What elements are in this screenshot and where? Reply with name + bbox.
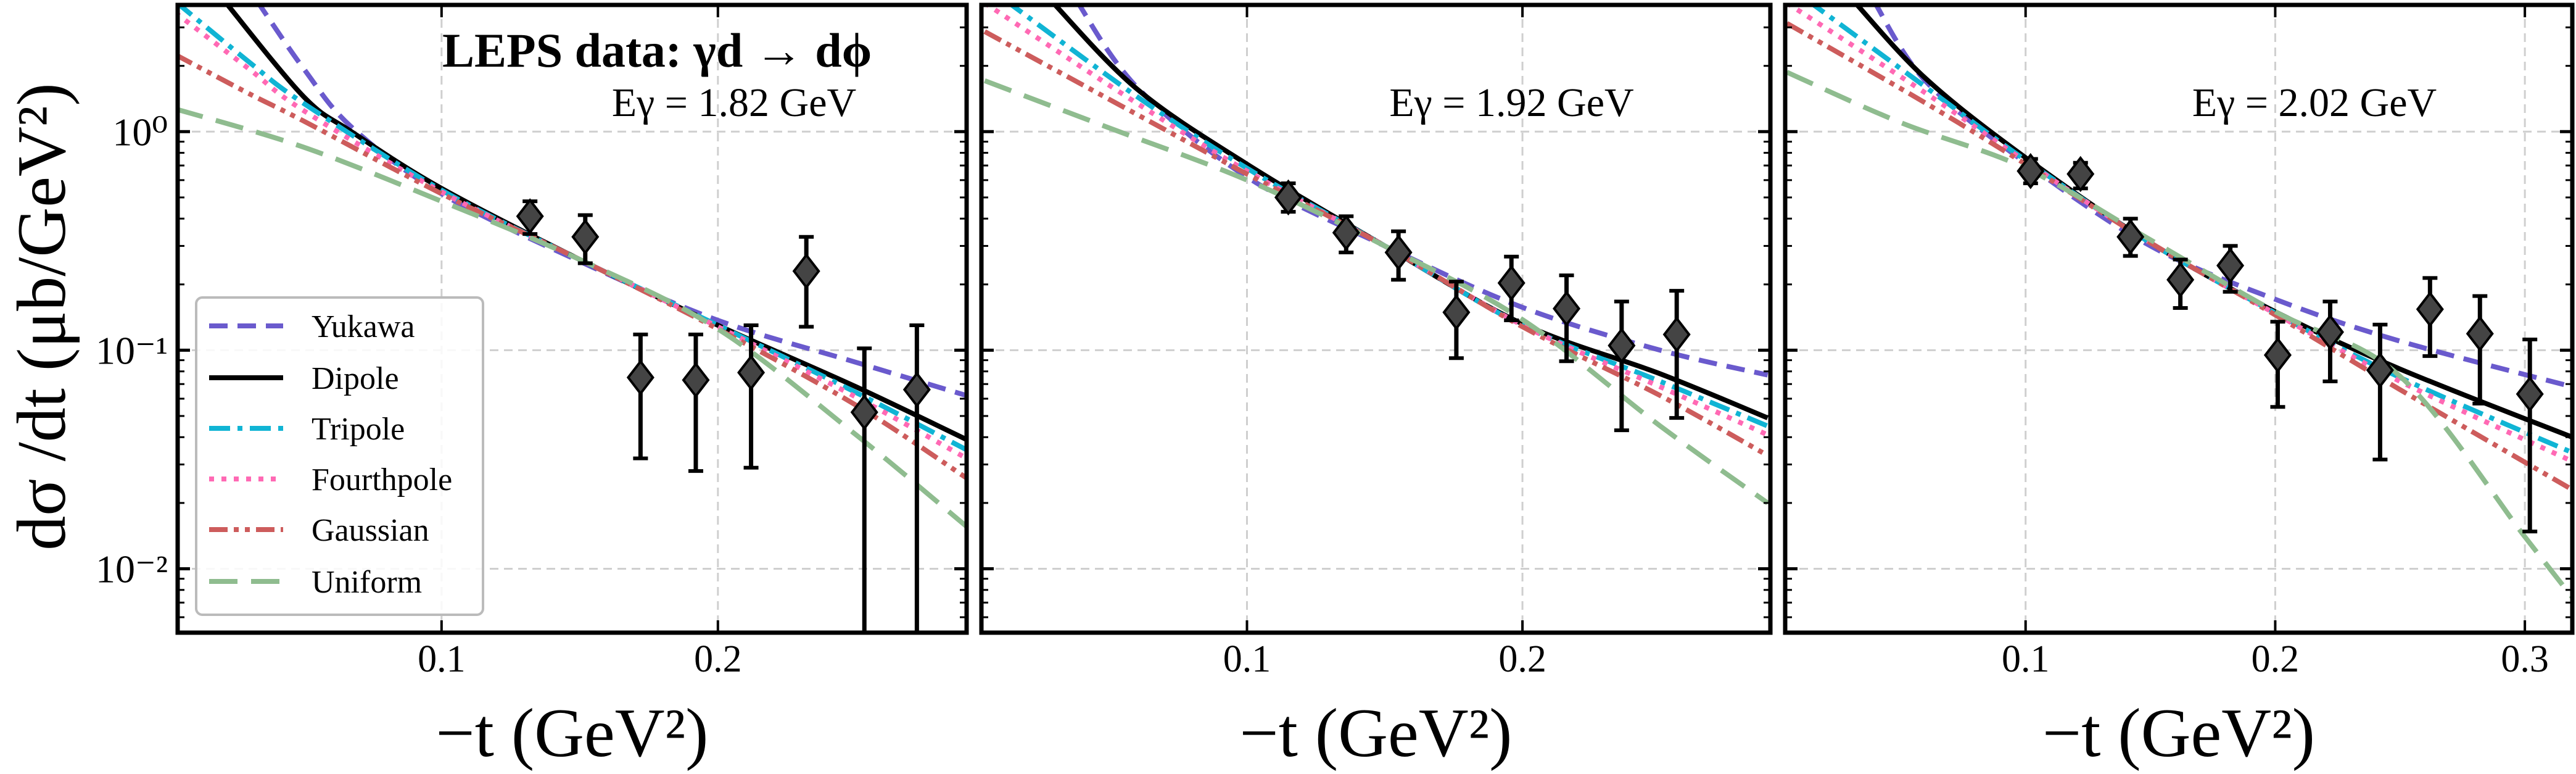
data-marker (2116, 218, 2145, 256)
data-marker (1442, 294, 1471, 331)
legend-label: Fourthpole (312, 462, 452, 497)
panel-title: LEPS data: γd → dϕ (442, 23, 872, 77)
legend-item-fourthpole: Fourthpole (209, 462, 452, 497)
data-marker (2263, 336, 2292, 373)
legend-item-tripole: Tripole (209, 412, 405, 447)
curve-tripole (1007, 5, 1769, 428)
x-tick-label: 0.2 (1498, 638, 1546, 680)
curve-yukawa (1076, 5, 1769, 378)
curve-uniform (983, 78, 1769, 506)
curves (178, 5, 967, 529)
curve-gaussian (983, 29, 1769, 458)
data-points (1274, 179, 1691, 433)
data-marker (682, 362, 710, 399)
curve-uniform (178, 107, 967, 529)
data-marker (516, 198, 544, 235)
data-marker (1384, 234, 1413, 271)
data-marker (792, 253, 820, 289)
data-marker (737, 354, 766, 391)
energy-annotation: Eγ = 2.02 GeV (2192, 80, 2437, 125)
plot-frame (175, 2, 969, 635)
curves (1785, 5, 2572, 599)
curve-uniform (1786, 70, 2572, 599)
x-tick-label: 0.1 (2002, 638, 2050, 680)
legend-label: Yukawa (312, 309, 415, 344)
legend-item-gaussian: Gaussian (209, 513, 429, 548)
y-tick-label: 10⁻² (96, 547, 168, 591)
x-axis-label: −t (GeV²) (436, 695, 709, 772)
x-axis-label: −t (GeV²) (1240, 695, 1513, 772)
data-marker (626, 359, 654, 396)
legend-item-uniform: Uniform (209, 565, 422, 600)
data-marker (2316, 314, 2344, 351)
data-marker (2416, 291, 2444, 328)
data-marker (850, 394, 878, 431)
data-marker (1553, 290, 1581, 327)
legend-item-yukawa: Yukawa (209, 309, 415, 344)
data-points (2017, 152, 2544, 534)
data-points (516, 198, 931, 633)
x-axis-label: −t (GeV²) (2042, 695, 2315, 772)
energy-annotation: Eγ = 1.82 GeV (612, 80, 856, 125)
legend: Yukawa Dipole Tripole Fourthpole Gaussian Uni… (195, 296, 484, 616)
plot-frame (979, 2, 1773, 635)
y-tick-label: 10⁻¹ (96, 328, 168, 372)
x-tick-label: 0.2 (694, 638, 742, 680)
curves (983, 5, 1769, 506)
data-marker (2066, 156, 2095, 193)
data-marker (1274, 179, 1303, 216)
data-marker (2166, 262, 2195, 298)
curve-fourthpole (983, 5, 1769, 438)
data-marker (2516, 376, 2544, 412)
curve-tripole (1809, 5, 2572, 455)
panel-3: 0.1 0.2 0.3 Eγ = 2.02 GeV −t (GeV²) (1783, 2, 2575, 772)
curve-dipole (1052, 5, 1769, 420)
data-marker (1608, 327, 1636, 364)
data-marker (1332, 214, 1360, 251)
legend-label: Tripole (312, 412, 405, 447)
x-tick-label: 0.3 (2501, 638, 2549, 680)
panel-2: 0.1 0.2 Eγ = 1.92 GeV −t (GeV²) (979, 2, 1773, 772)
curve-fourthpole (178, 11, 967, 461)
data-marker (2017, 152, 2045, 189)
y-tick-label: 10⁰ (112, 110, 168, 154)
curve-dipole (1854, 5, 2572, 439)
data-marker (2216, 247, 2245, 284)
x-tick-label: 0.1 (1223, 638, 1271, 680)
curve-yukawa (1873, 5, 2572, 389)
legend-item-dipole: Dipole (209, 361, 399, 396)
x-tick-label: 0.1 (418, 638, 466, 680)
curve-gaussian (1785, 21, 2572, 492)
y-axis-label: dσ /dt (μb/GeV²) (4, 83, 80, 550)
data-marker (2366, 352, 2394, 389)
plot-frame (1783, 2, 2575, 635)
data-marker (571, 218, 600, 256)
x-tick-label: 0.2 (2252, 638, 2300, 680)
panel-1: 0.1 0.2 10⁰ 10⁻¹ 10⁻² Eγ = 1.82 GeV −t (GeV²) (96, 2, 969, 772)
energy-annotation: Eγ = 1.92 GeV (1389, 80, 1633, 125)
legend-label: Dipole (312, 361, 399, 396)
legend-label: Uniform (312, 565, 422, 600)
data-marker (902, 371, 931, 408)
data-marker (2466, 315, 2494, 352)
data-marker (1497, 265, 1525, 301)
legend-label: Gaussian (312, 513, 429, 548)
data-marker (1662, 316, 1691, 353)
